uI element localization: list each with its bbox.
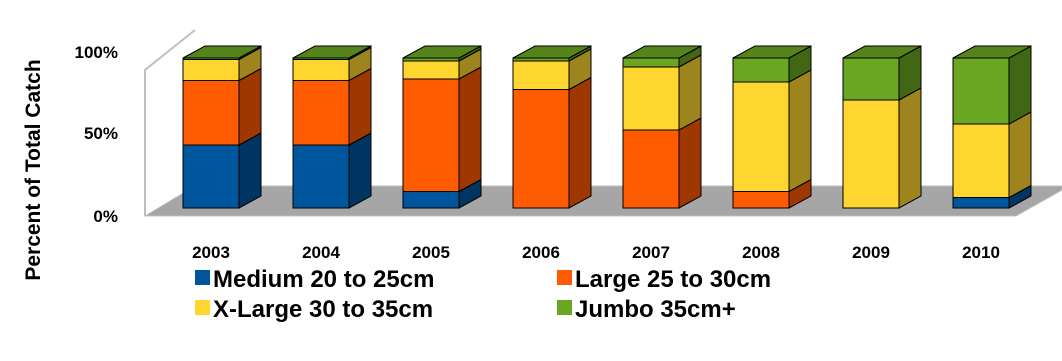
legend-swatch — [195, 300, 210, 315]
x-tick-label: 2010 — [962, 243, 1000, 262]
legend-label: Large 25 to 30cm — [575, 266, 771, 293]
bar-segment-jumbo-35cm — [732, 57, 790, 83]
legend-label: Jumbo 35cm+ — [575, 296, 736, 323]
bar-top — [512, 45, 592, 59]
bar-side-x-large-30-to-35cm — [678, 54, 702, 131]
bar-segment-medium-20-to-25cm — [182, 144, 240, 209]
legend-label: X-Large 30 to 35cm — [213, 296, 433, 323]
back-wall-edge — [144, 29, 196, 216]
bar-side-x-large-30-to-35cm — [788, 69, 812, 193]
bar-stack-2009 — [842, 45, 922, 209]
legend-item-medium-20-to-25cm: Medium 20 to 25cm — [195, 266, 434, 293]
bar-segment-medium-20-to-25cm — [952, 197, 1010, 209]
x-tick-label: 2006 — [522, 243, 560, 262]
legend-item-jumbo-35cm: Jumbo 35cm+ — [557, 296, 736, 323]
bar-segment-x-large-30-to-35cm — [952, 123, 1010, 198]
bar-segment-medium-20-to-25cm — [292, 144, 350, 209]
bar-top — [402, 45, 482, 59]
bar-side-jumbo-35cm — [1008, 45, 1032, 125]
bar-stack-2007 — [622, 45, 702, 209]
x-axis-ticks: 2003 2004 2005 2006 2007 2008 2009 2010 — [192, 243, 1000, 262]
bar-stack-2008 — [732, 45, 812, 209]
bar-segment-x-large-30-to-35cm — [402, 60, 460, 80]
bar-segment-large-25-to-30cm — [292, 80, 350, 146]
bar-segment-jumbo-35cm — [842, 57, 900, 101]
bar-stack-2010 — [952, 45, 1032, 209]
y-axis-title: Percent of Total Catch — [22, 59, 45, 280]
bar-side-large-25-to-30cm — [238, 67, 262, 146]
x-tick-label: 2003 — [192, 243, 230, 262]
bar-segment-jumbo-35cm — [622, 57, 680, 68]
x-tick-label: 2009 — [852, 243, 890, 262]
y-tick-label: 100% — [75, 43, 118, 62]
y-tick-label: 50% — [84, 124, 118, 143]
y-tick-label: 0% — [93, 207, 118, 226]
bar-side-x-large-30-to-35cm — [1008, 111, 1032, 199]
bar-segment-x-large-30-to-35cm — [512, 60, 570, 90]
bar-stacks — [182, 45, 1032, 209]
x-tick-label: 2004 — [302, 243, 340, 262]
legend: Medium 20 to 25cm Large 25 to 30cm X-Large… — [195, 266, 771, 323]
bar-side-large-25-to-30cm — [678, 117, 702, 209]
bar-side-medium-20-to-25cm — [348, 132, 372, 209]
legend-item-large-25-to-30cm: Large 25 to 30cm — [557, 266, 771, 293]
legend-swatch — [557, 270, 572, 285]
bar-stack-2004 — [292, 45, 372, 209]
bar-side-medium-20-to-25cm — [238, 132, 262, 209]
bar-segment-x-large-30-to-35cm — [622, 66, 680, 131]
bar-top — [952, 45, 1032, 59]
bar-segment-large-25-to-30cm — [402, 78, 460, 192]
chart-floor — [143, 185, 1062, 217]
bar-side-large-25-to-30cm — [568, 76, 592, 209]
bar-stack-2006 — [512, 45, 592, 209]
y-axis-ticks: 0% 50% 100% — [75, 43, 118, 226]
bar-segment-large-25-to-30cm — [622, 129, 680, 209]
x-tick-label: 2008 — [742, 243, 780, 262]
bar-segment-large-25-to-30cm — [732, 191, 790, 209]
bar-segment-x-large-30-to-35cm — [732, 81, 790, 192]
bar-top — [842, 45, 922, 59]
bar-segment-large-25-to-30cm — [182, 80, 240, 146]
legend-swatch — [557, 300, 572, 315]
legend-item-x-large-30-to-35cm: X-Large 30 to 35cm — [195, 296, 433, 323]
bar-top — [182, 45, 262, 59]
bar-top — [292, 45, 372, 59]
bar-top — [622, 45, 702, 59]
bar-stack-2005 — [402, 45, 482, 209]
bar-segment-x-large-30-to-35cm — [182, 59, 240, 81]
bar-side-large-25-to-30cm — [458, 66, 482, 193]
legend-label: Medium 20 to 25cm — [213, 266, 434, 293]
bar-segment-large-25-to-30cm — [512, 89, 570, 209]
x-tick-label: 2005 — [412, 243, 450, 262]
bar-stack-2003 — [182, 45, 262, 209]
bar-segment-medium-20-to-25cm — [402, 191, 460, 209]
bar-segment-x-large-30-to-35cm — [292, 59, 350, 81]
bar-top — [732, 45, 812, 59]
bar-segment-jumbo-35cm — [952, 57, 1010, 125]
bar-side-x-large-30-to-35cm — [898, 87, 922, 209]
x-tick-label: 2007 — [632, 243, 670, 262]
bar-side-large-25-to-30cm — [348, 67, 372, 146]
legend-swatch — [195, 270, 210, 285]
bar-segment-x-large-30-to-35cm — [842, 99, 900, 209]
chart-walls — [143, 29, 1062, 217]
